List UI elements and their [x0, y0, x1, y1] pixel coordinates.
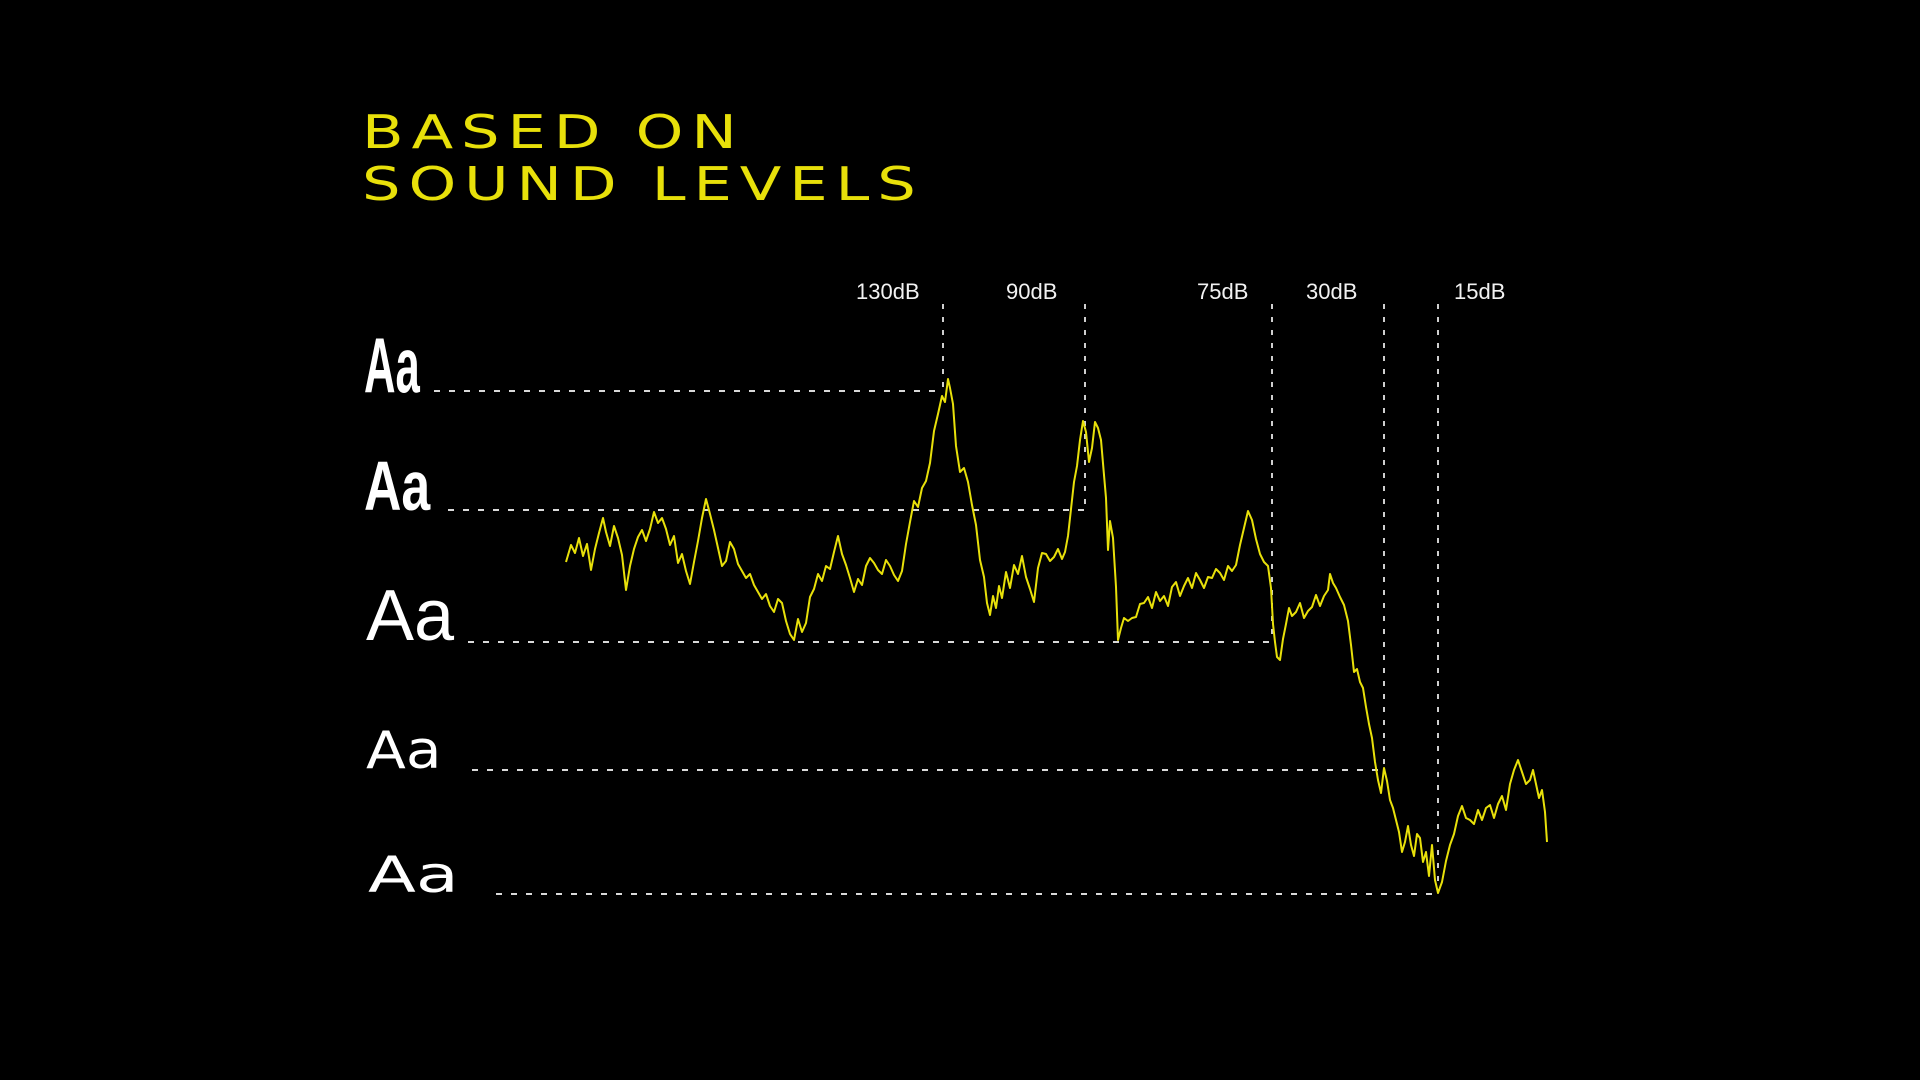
- db-labels: 130dB 90dB 75dB 30dB 15dB: [856, 279, 1505, 304]
- type-samples: Aa Aa Aa Aa Aa: [364, 323, 459, 904]
- horizontal-guides: [434, 390, 1438, 895]
- type-sample-regular: Aa: [366, 576, 455, 656]
- db-label-15: 15dB: [1454, 279, 1505, 304]
- type-sample-condensed: Aa: [364, 447, 431, 525]
- slide-title: BASED ON SOUND LEVELS: [362, 106, 924, 210]
- db-label-90: 90dB: [1006, 279, 1057, 304]
- sound-waveform: [565, 378, 1548, 894]
- type-sample-extra-condensed: Aa: [364, 323, 420, 409]
- type-sample-extra-extended: Aa: [368, 847, 459, 905]
- type-sample-extended: Aa: [366, 721, 442, 781]
- db-label-75: 75dB: [1197, 279, 1248, 304]
- db-label-30: 30dB: [1306, 279, 1357, 304]
- title-line-1: BASED ON: [362, 105, 745, 159]
- title-line-2: SOUND LEVELS: [362, 157, 924, 211]
- db-label-130: 130dB: [856, 279, 920, 304]
- vertical-guides: [942, 304, 1439, 892]
